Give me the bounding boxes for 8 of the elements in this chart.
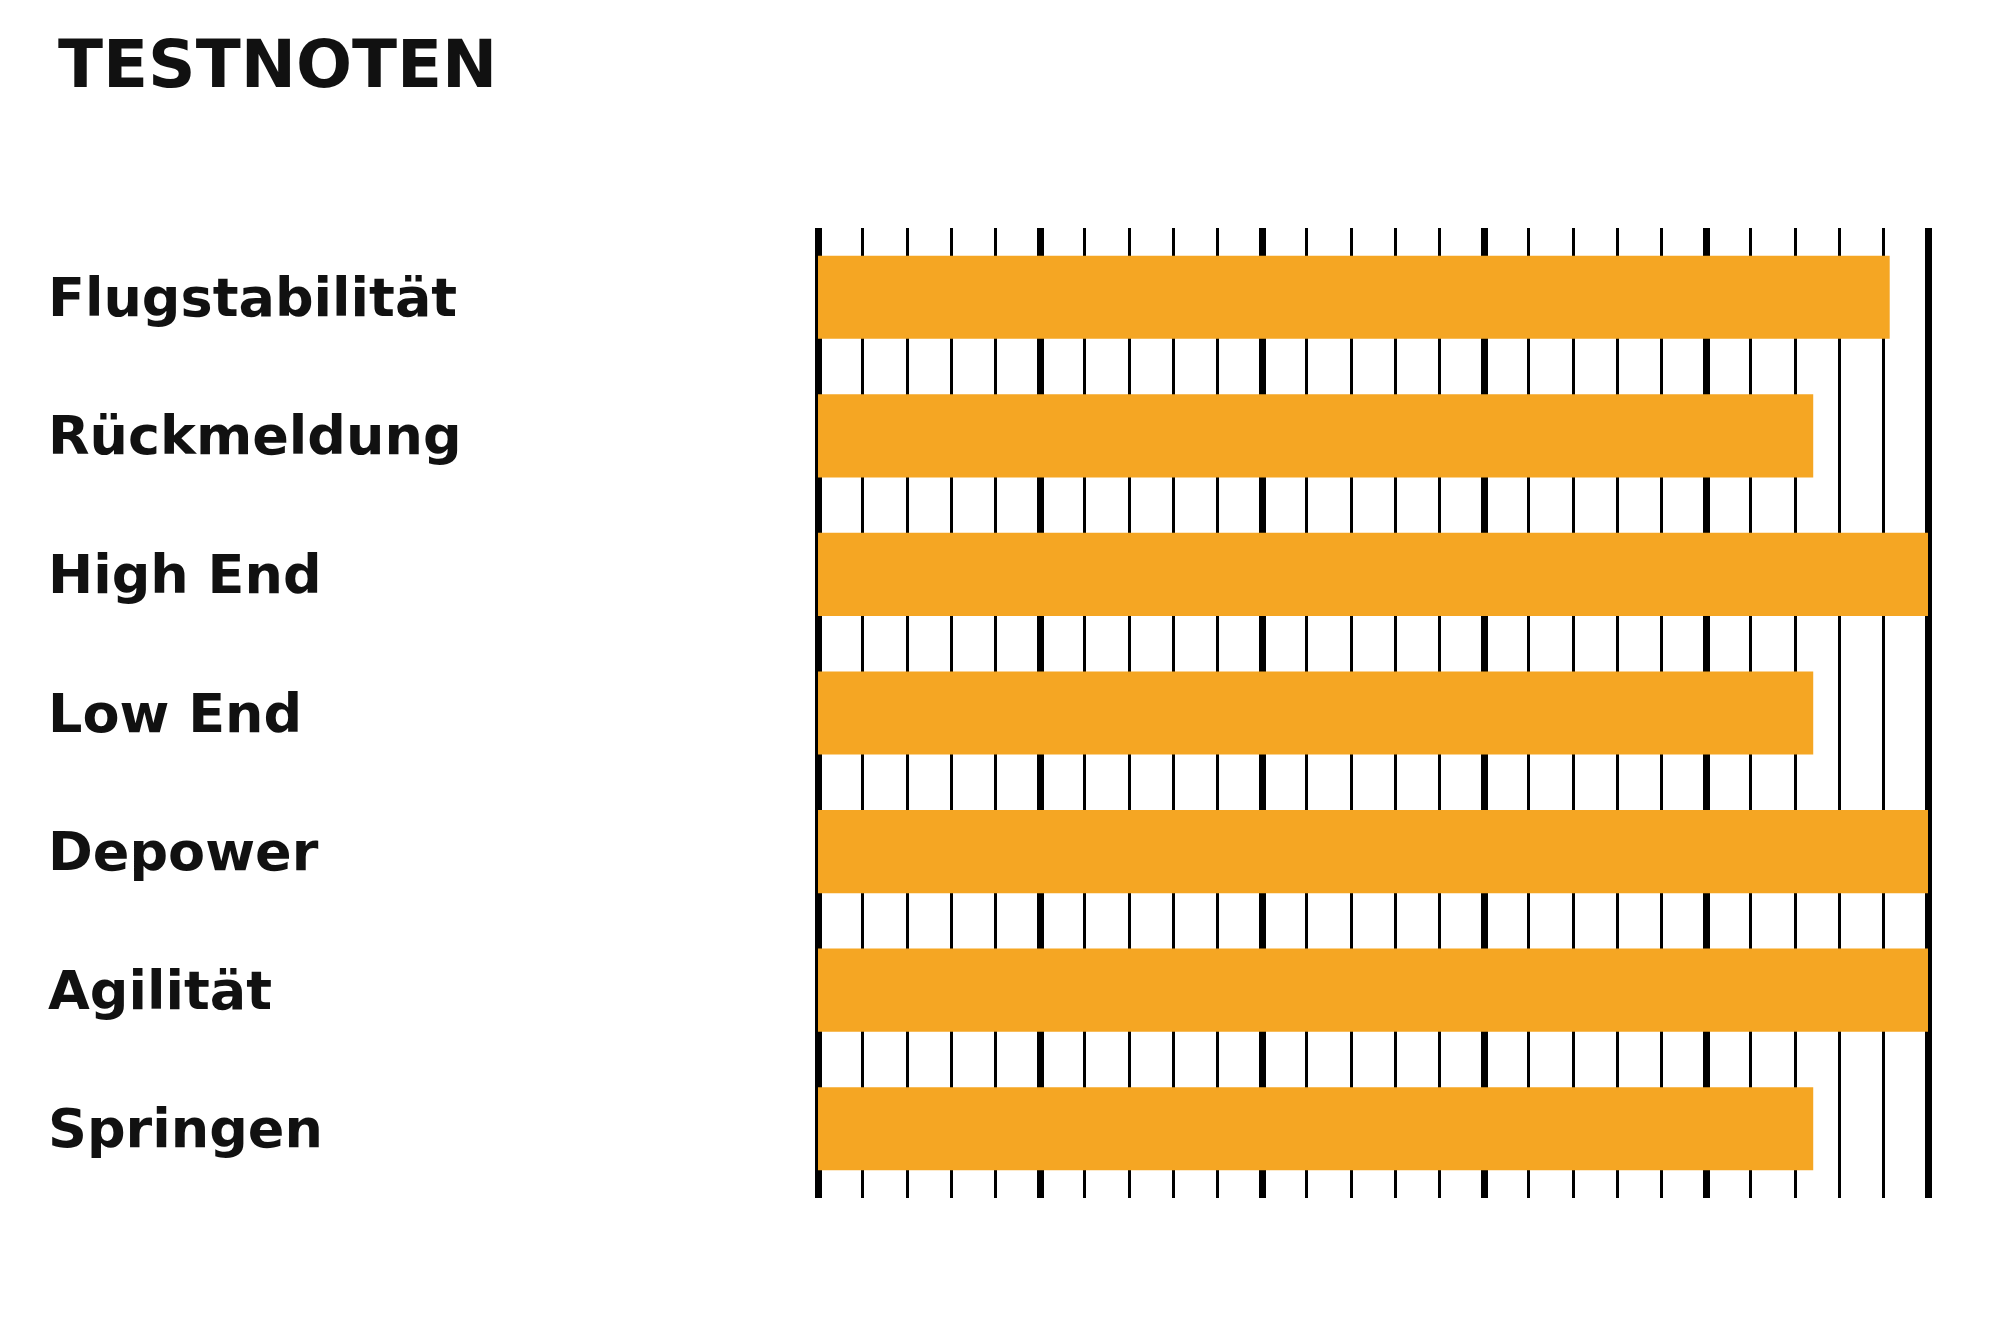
y-tick-label: Agilität — [48, 958, 273, 1022]
text: TESTNOTEN — [58, 25, 498, 103]
y-tick-label: High End — [48, 542, 322, 606]
y-tick-label: Rückmeldung — [48, 404, 462, 468]
y-tick-label: Flugstabilität — [48, 265, 458, 329]
y-tick-label: Springen — [48, 1097, 323, 1161]
y-tick-label: Depower — [48, 820, 319, 884]
y-tick-label: Low End — [48, 681, 303, 745]
